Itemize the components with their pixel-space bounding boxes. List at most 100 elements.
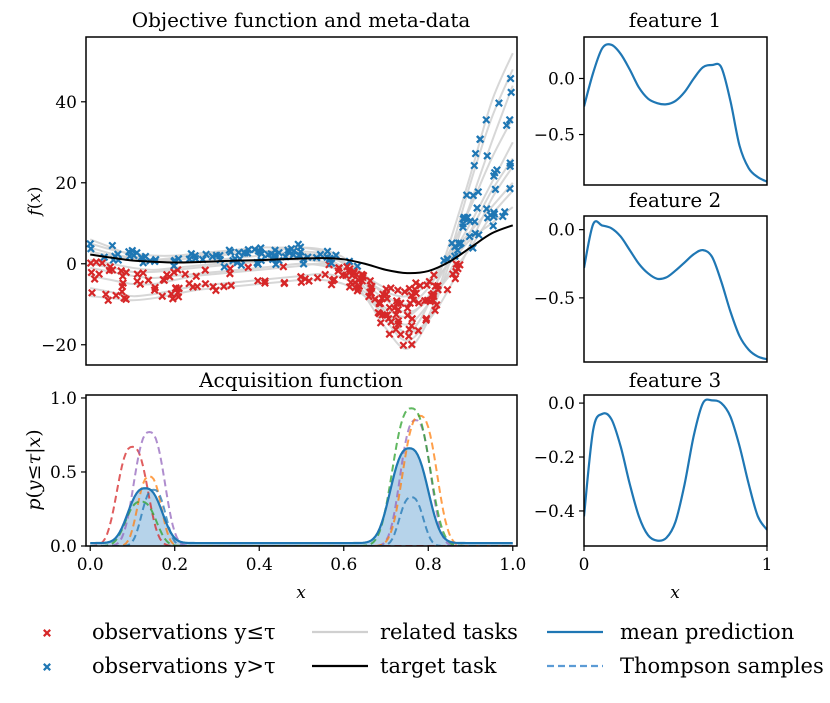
- observation-marker: [353, 262, 362, 271]
- observation-marker: [494, 99, 503, 108]
- observation-marker: [174, 292, 183, 301]
- observation-marker: [384, 314, 393, 323]
- observation-marker: [187, 249, 196, 258]
- observation-marker: [260, 279, 269, 288]
- observation-marker: [451, 267, 460, 276]
- observation-marker: [466, 217, 475, 226]
- related-task-lines: [89, 52, 514, 350]
- observation-marker: [407, 340, 416, 349]
- f1-curve: [584, 43, 767, 183]
- observation-marker: [297, 278, 306, 287]
- observation-marker: [386, 284, 395, 293]
- feature1-line: [584, 43, 767, 183]
- observation-marker: [500, 207, 509, 216]
- related-task-line: [90, 85, 514, 350]
- observation-marker: [411, 279, 420, 287]
- observation-marker: [316, 250, 325, 259]
- f3-x-tick-label: 1: [762, 555, 773, 575]
- feature1-panel: feature 1 0.0 −0.5: [534, 8, 768, 186]
- acquisition-frame: [85, 394, 518, 547]
- observation-marker: [502, 121, 511, 130]
- observation-marker: [406, 299, 415, 308]
- observation-marker: [87, 268, 96, 277]
- observation-marker: [144, 276, 153, 285]
- observation-marker: [393, 299, 402, 308]
- f3-x-tick-label: 0: [579, 555, 590, 575]
- observation-marker: [456, 239, 465, 248]
- observation-marker: [422, 281, 431, 290]
- objective-y-tick-label: −20: [41, 336, 77, 356]
- observation-marker: [104, 296, 113, 305]
- observation-marker: [88, 288, 96, 297]
- observation-marker: [150, 286, 159, 295]
- observation-marker: [505, 115, 514, 124]
- related-task-line: [90, 166, 514, 334]
- observation-marker: [244, 263, 253, 272]
- observation-marker: [462, 191, 471, 200]
- observation-marker: [367, 289, 376, 297]
- objective-y-ticks: −20 0 20 40: [41, 93, 86, 356]
- observation-marker: [345, 282, 354, 291]
- observation-marker: [226, 264, 235, 273]
- observation-marker: [234, 248, 243, 257]
- legend-label: mean prediction: [620, 620, 794, 644]
- observation-marker: [260, 277, 269, 286]
- observation-marker: [313, 273, 322, 282]
- acquisition-x-tick-label: 0.8: [415, 555, 442, 575]
- acquisition-x-ticks: 0.0 0.2 0.4 0.6 0.8 1.0: [77, 546, 526, 575]
- f2-y-tick-label: 0.0: [548, 221, 575, 241]
- legend-label: observations y≤τ: [92, 620, 276, 644]
- observation-marker: [433, 285, 442, 294]
- observation-marker: [334, 263, 343, 272]
- observation-marker: [192, 272, 201, 281]
- observation-marker: [139, 268, 148, 277]
- observation-marker: [482, 115, 491, 124]
- observation-marker: [393, 286, 402, 295]
- observation-marker: [390, 304, 399, 313]
- observation-marker: [226, 248, 235, 257]
- observation-marker: [158, 292, 167, 301]
- observation-marker: [350, 267, 359, 276]
- observation-marker: [169, 268, 178, 277]
- acquisition-ylabel: p(y≤τ|x): [23, 429, 45, 510]
- observation-marker: [392, 310, 401, 319]
- legend: observations y≤τ observations y>τ related …: [43, 620, 824, 678]
- acquisition-x-tick-label: 1.0: [499, 555, 526, 575]
- feature3-title: feature 3: [629, 368, 722, 392]
- observation-marker: [367, 282, 376, 291]
- observation-marker: [455, 260, 464, 269]
- observation-marker: [323, 247, 332, 256]
- observation-marker: [168, 294, 177, 303]
- thompson-sample-curve: [90, 407, 513, 546]
- observation-marker: [95, 270, 104, 279]
- observation-marker: [505, 184, 514, 193]
- target-task-line: [90, 224, 514, 275]
- observation-marker: [227, 281, 236, 290]
- observation-marker: [327, 280, 336, 289]
- observation-marker: [396, 330, 405, 339]
- f2-curve: [584, 220, 767, 361]
- feature1-title: feature 1: [629, 8, 722, 32]
- observation-marker: [117, 266, 126, 275]
- observation-marker: [403, 311, 412, 320]
- acquisition-x-tick-label: 0.2: [161, 555, 188, 575]
- observation-marker: [98, 259, 107, 268]
- observation-marker: [122, 295, 131, 304]
- legend-marker: [43, 629, 51, 637]
- observation-marker: [92, 258, 101, 267]
- acquisition-x-tick-label: 0.6: [330, 555, 357, 575]
- observation-marker: [404, 332, 413, 341]
- feature1-frame: [583, 36, 768, 186]
- acquisition-panel: Acquisition function 0.0 0.2 0.4 0.6 0.8 1.0 …: [23, 368, 526, 603]
- acquisition-y-ticks: 0.0 0.5 1.0: [50, 389, 86, 557]
- observation-marker: [450, 252, 459, 261]
- objective-frame: [85, 36, 518, 366]
- observation-marker: [338, 271, 347, 280]
- observation-marker: [443, 285, 452, 294]
- f3-y-tick-label: −0.4: [534, 502, 575, 522]
- observation-marker: [253, 276, 262, 285]
- observation-marker: [202, 250, 211, 259]
- observation-marker: [468, 243, 477, 252]
